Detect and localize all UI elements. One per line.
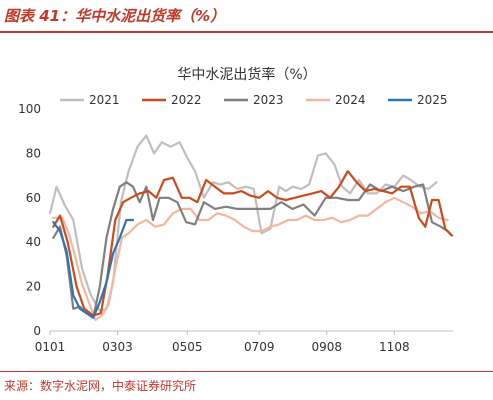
x-tick-label: 0505 (172, 340, 203, 354)
y-tick-label: 40 (26, 235, 41, 249)
legend-label-2024: 2024 (335, 93, 366, 107)
y-tick-label: 0 (33, 324, 41, 338)
series-line-2025 (52, 218, 135, 319)
y-tick-label: 60 (26, 191, 41, 205)
y-tick-label: 20 (26, 280, 41, 294)
x-tick-label: 0908 (312, 340, 343, 354)
legend-label-2022: 2022 (171, 93, 202, 107)
x-tick-label: 0303 (102, 340, 133, 354)
series-line-2023 (52, 181, 453, 319)
legend-label-2021: 2021 (89, 93, 120, 107)
legend-label-2023: 2023 (253, 93, 284, 107)
y-tick-label: 80 (26, 146, 41, 160)
x-axis: 0101 0303 0505 0709 0908 1108 (35, 330, 453, 354)
series-line-2024 (52, 196, 449, 321)
series-group (48, 134, 453, 321)
series-line-2021 (48, 134, 438, 313)
chart-title: 华中水泥出货率（%） (177, 66, 316, 83)
x-tick-label: 0709 (244, 340, 275, 354)
legend: 2021 2022 2023 2024 2025 (60, 93, 448, 107)
y-tick-label: 100 (18, 102, 41, 116)
source-note: 来源：数字水泥网，中泰证券研究所 (4, 379, 197, 393)
title-rule (0, 31, 493, 33)
x-tick-label: 0101 (35, 340, 66, 354)
series-line-2022 (52, 170, 453, 317)
source-rule (0, 371, 493, 372)
y-axis: 0 20 40 60 80 100 (18, 102, 41, 338)
x-tick-label: 1108 (379, 340, 410, 354)
legend-label-2025: 2025 (417, 93, 448, 107)
figure-title: 图表 41：华中水泥出货率（%） (4, 7, 226, 25)
